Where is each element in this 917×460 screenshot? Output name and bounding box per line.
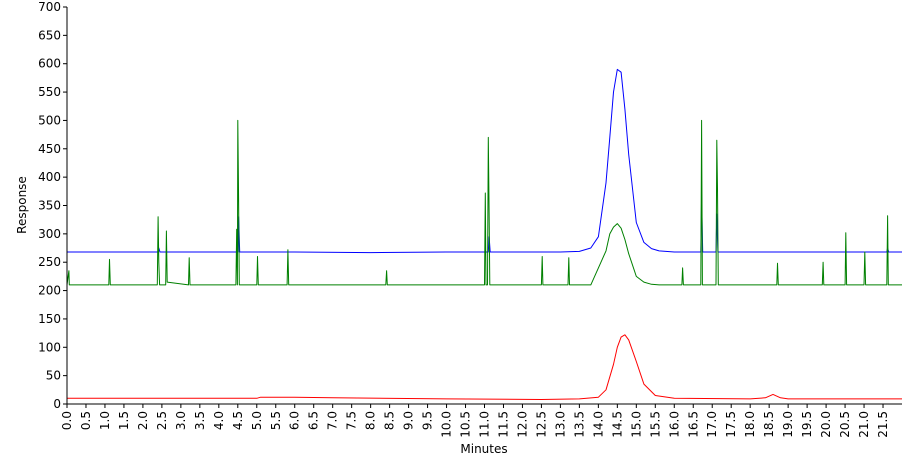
x-tick-label: 6.0 <box>288 411 302 430</box>
y-tick-label: 700 <box>38 0 61 14</box>
x-tick-label: 19.0 <box>781 411 795 438</box>
x-tick-label: 7.5 <box>345 411 359 430</box>
x-tick-label: 2.0 <box>136 411 150 430</box>
series-group <box>66 68 902 400</box>
y-tick-label: 350 <box>38 199 61 213</box>
x-tick-label: 18.0 <box>743 411 757 438</box>
x-tick-label: 20.5 <box>838 411 852 438</box>
y-tick-label: 550 <box>38 85 61 99</box>
x-tick-label: 3.5 <box>193 411 207 430</box>
x-tick-label: 1.0 <box>98 411 112 430</box>
x-tick-label: 5.5 <box>269 411 283 430</box>
y-tick-label: 0 <box>53 397 61 411</box>
x-axis-title: Minutes <box>460 442 507 456</box>
x-tick-label: 21.5 <box>876 411 890 438</box>
x-tick-label: 4.0 <box>212 411 226 430</box>
x-tick-label: 15.5 <box>648 411 662 438</box>
y-tick-label: 300 <box>38 227 61 241</box>
x-tick-label: 0.5 <box>79 411 93 430</box>
series-line-3 <box>67 334 902 400</box>
y-tick-label: 400 <box>38 170 61 184</box>
series-line-2 <box>66 119 902 286</box>
x-tick-label: 6.5 <box>307 411 321 430</box>
y-axis-title: Response <box>15 176 29 234</box>
x-tick-label: 3.0 <box>174 411 188 430</box>
y-tick-label: 200 <box>38 284 61 298</box>
x-tick-label: 17.5 <box>724 411 738 438</box>
x-ticks: 0.0 0.5 1.0 1.5 2.0 2.5 3.0 3.5 4.0 4.5 5.0 5.5 6.0 6… <box>60 404 890 438</box>
x-tick-label: 11.0 <box>478 411 492 438</box>
x-tick-label: 10.0 <box>440 411 454 438</box>
x-tick-label: 11.5 <box>496 411 510 438</box>
x-tick-label: 13.0 <box>553 411 567 438</box>
x-tick-label: 17.0 <box>705 411 719 438</box>
x-tick-label: 21.0 <box>857 411 871 438</box>
x-tick-label: 14.5 <box>610 411 624 438</box>
x-tick-label: 15.0 <box>629 411 643 438</box>
y-tick-label: 500 <box>38 113 61 127</box>
y-tick-label: 600 <box>38 57 61 71</box>
x-tick-label: 5.0 <box>250 411 264 430</box>
x-tick-label: 16.0 <box>667 411 681 438</box>
x-tick-label: 1.5 <box>117 411 131 430</box>
x-tick-label: 7.0 <box>326 411 340 430</box>
x-tick-label: 12.0 <box>515 411 529 438</box>
x-tick-label: 14.0 <box>591 411 605 438</box>
x-tick-label: 9.0 <box>402 411 416 430</box>
x-tick-label: 4.5 <box>231 411 245 430</box>
y-ticks: 0 50 100 150 200 250 300 350 400 450 500 550 600 650 7… <box>38 0 67 411</box>
x-tick-label: 13.5 <box>572 411 586 438</box>
x-tick-label: 8.5 <box>383 411 397 430</box>
series-line-1 <box>67 68 902 254</box>
x-tick-label: 8.0 <box>364 411 378 430</box>
y-tick-label: 50 <box>46 369 61 383</box>
x-tick-label: 20.0 <box>819 411 833 438</box>
y-tick-label: 250 <box>38 255 61 269</box>
x-tick-label: 19.5 <box>800 411 814 438</box>
y-tick-label: 450 <box>38 142 61 156</box>
x-tick-label: 9.5 <box>421 411 435 430</box>
x-tick-label: 16.5 <box>686 411 700 438</box>
x-tick-label: 12.5 <box>534 411 548 438</box>
x-tick-label: 0.0 <box>60 411 74 430</box>
x-tick-label: 10.5 <box>459 411 473 438</box>
y-tick-label: 650 <box>38 28 61 42</box>
y-tick-label: 150 <box>38 312 61 326</box>
x-tick-label: 18.5 <box>762 411 776 438</box>
x-tick-label: 2.5 <box>155 411 169 430</box>
y-tick-label: 100 <box>38 340 61 354</box>
